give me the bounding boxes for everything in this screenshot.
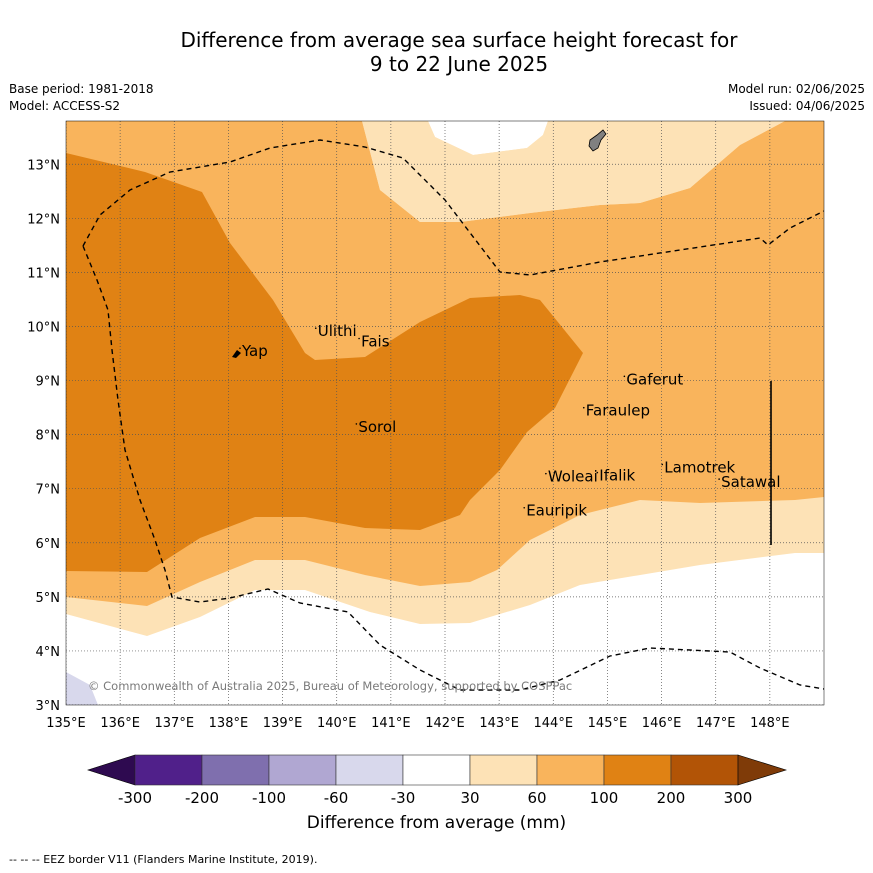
place-marker [523, 506, 526, 509]
colorbar-label: -30 [391, 789, 416, 807]
place-label: Woleai [548, 468, 598, 486]
y-tick-label: 13°N [27, 158, 60, 173]
contour-negative-patch [66, 672, 98, 705]
colorbar-label: -60 [324, 789, 349, 807]
model-name: Model: ACCESS-S2 [9, 99, 121, 113]
contour-light-top [362, 121, 785, 222]
place-marker [355, 423, 358, 425]
x-tick-label: 143°E [479, 716, 519, 731]
x-axis-ticks: 135°E 136°E 137°E 138°E 139°E 140°E 141°E 142°E… [46, 716, 789, 731]
x-tick-label: 137°E [155, 716, 195, 731]
y-tick-label: 4°N [36, 645, 61, 660]
yap-island [232, 350, 241, 358]
issued-date: Issued: 04/06/2025 [749, 99, 865, 113]
y-tick-label: 10°N [27, 320, 60, 335]
place-marker [239, 347, 241, 350]
place-label: Ulithi [318, 322, 357, 340]
meta-right: Model run: 02/06/2025 Issued: 04/06/2025 [728, 81, 865, 115]
x-tick-label: 140°E [317, 716, 357, 731]
x-tick-label: 139°E [263, 716, 303, 731]
colorbar-segment [268, 754, 337, 786]
y-tick-label: 6°N [36, 537, 61, 552]
colorbar-segment [335, 754, 404, 786]
colorbar-segment [603, 754, 672, 786]
place-marker [314, 327, 317, 330]
x-tick-label: 141°E [371, 716, 411, 731]
place-marker [596, 471, 599, 474]
contour-100-200 [66, 153, 583, 572]
colorbar-label: 200 [657, 789, 686, 807]
place-marker [545, 472, 547, 475]
place-marker [718, 478, 720, 480]
x-tick-label: 147°E [696, 716, 736, 731]
place-marker [623, 375, 626, 378]
guam-island [588, 129, 607, 152]
y-tick-label: 9°N [36, 375, 61, 390]
eez-border [82, 139, 824, 691]
place-label: Satawal [721, 473, 780, 491]
colorbar-extend-high [737, 754, 788, 786]
colorbar-segment [402, 754, 471, 786]
y-tick-label: 12°N [27, 212, 60, 227]
colorbar-extend-low [87, 754, 136, 786]
x-tick-label: 145°E [588, 716, 628, 731]
place-marker [358, 337, 360, 340]
colorbar-label: 30 [460, 789, 479, 807]
colorbar-segment [469, 754, 538, 786]
x-tick-label: 138°E [209, 716, 249, 731]
colorbar-segment [134, 754, 203, 786]
x-tick-label: 135°E [46, 716, 86, 731]
colorbar-label: -100 [252, 789, 286, 807]
x-tick-label: 136°E [100, 716, 140, 731]
place-label: Gaferut [626, 370, 683, 388]
colorbar-label: -200 [185, 789, 219, 807]
place-label: Ifalik [599, 467, 635, 485]
place-label: Eauripik [526, 502, 587, 520]
place-marker [582, 406, 585, 409]
x-tick-label: 146°E [642, 716, 682, 731]
title-line-2: 9 to 22 June 2025 [369, 52, 549, 76]
place-label: Faraulep [586, 402, 650, 420]
x-tick-label: 142°E [425, 716, 465, 731]
map-frame [65, 120, 825, 706]
map-title: Difference from average sea surface heig… [0, 28, 873, 76]
place-label: Fais [361, 332, 390, 350]
meta-left: Base period: 1981-2018 Model: ACCESS-S2 [9, 81, 154, 115]
y-tick-label: 11°N [27, 266, 60, 281]
x-tick-label: 144°E [534, 716, 574, 731]
model-run: Model run: 02/06/2025 [727, 82, 865, 96]
y-tick-label: 3°N [36, 699, 61, 714]
y-tick-label: 8°N [36, 429, 61, 444]
y-tick-label: 7°N [36, 483, 61, 498]
colorbar-label: -300 [118, 789, 152, 807]
title-line-1: Difference from average sea surface heig… [180, 28, 738, 52]
contour-white-patch [428, 121, 548, 155]
base-period: Base period: 1981-2018 [9, 82, 154, 96]
place-label: Yap [241, 342, 268, 360]
place-label: Sorol [358, 418, 396, 436]
place-marker [661, 463, 664, 466]
colorbar-label: 300 [724, 789, 753, 807]
colorbar-label: 100 [590, 789, 619, 807]
y-axis-ticks: 3°N 4°N 5°N 6°N 7°N 8°N 9°N 10°N 11°N 12°N 13°N [27, 158, 60, 714]
place-label: Lamotrek [664, 458, 735, 476]
colorbar-title: Difference from average (mm) [306, 813, 567, 833]
copyright-text: © Commonwealth of Australia 2025, Bureau… [88, 679, 572, 693]
colorbar-segment [536, 754, 605, 786]
x-tick-label: 148°E [750, 716, 790, 731]
colorbar-segment [201, 754, 270, 786]
colorbar-segment [670, 754, 739, 786]
y-tick-label: 5°N [36, 591, 61, 606]
footnote: -- -- -- EEZ border V11 (Flanders Marine… [9, 853, 318, 866]
colorbar-label: 60 [527, 789, 546, 807]
colorbar: -300 -200 -100 -60 -30 30 60 100 200 300 [87, 754, 788, 807]
